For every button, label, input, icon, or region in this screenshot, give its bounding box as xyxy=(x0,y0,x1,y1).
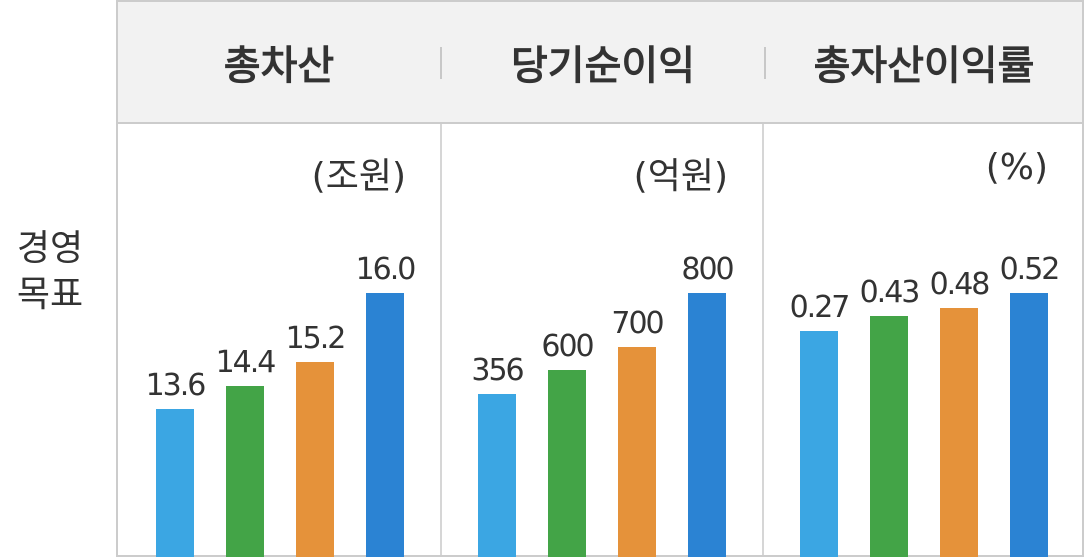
bar-total-assets-value-label: 15.2 xyxy=(286,321,345,356)
bar-total-assets-2 xyxy=(226,386,264,557)
bar-roa-1 xyxy=(800,331,838,557)
unit-label-net-income: (억원) xyxy=(633,156,728,197)
header-separator xyxy=(764,47,766,79)
bar-net-income-value-label: 800 xyxy=(681,252,733,287)
bar-roa-value-label: 0.27 xyxy=(790,290,849,325)
bar-total-assets-4 xyxy=(366,293,404,557)
bar-total-assets-value-label: 13.6 xyxy=(146,368,206,403)
bar-roa-2 xyxy=(870,316,908,557)
bar-total-assets-value-label: 14.4 xyxy=(216,345,276,380)
header-total-assets: 총차산 xyxy=(223,43,335,89)
row-label: 경영 목표 xyxy=(0,226,100,318)
bar-roa-4 xyxy=(1010,293,1048,557)
header-separator xyxy=(440,47,442,79)
bar-total-assets-value-label: 16.0 xyxy=(356,252,416,287)
bar-net-income-4 xyxy=(688,293,726,557)
bar-net-income-1 xyxy=(478,394,516,557)
bar-total-assets-3 xyxy=(296,362,334,557)
bar-roa-value-label: 0.52 xyxy=(1000,252,1059,287)
bar-net-income-2 xyxy=(548,370,586,557)
column-divider xyxy=(440,124,442,555)
bar-net-income-3 xyxy=(618,347,656,557)
unit-label-roa: (%) xyxy=(985,147,1048,188)
header-net-income: 당기순이익 xyxy=(511,43,695,89)
header-roa: 총자산이익률 xyxy=(813,43,1035,89)
bar-net-income-value-label: 600 xyxy=(541,329,593,364)
bar-total-assets-1 xyxy=(156,409,194,557)
bar-roa-value-label: 0.48 xyxy=(930,267,990,302)
unit-label-total-assets: (조원) xyxy=(311,156,406,197)
bar-net-income-value-label: 356 xyxy=(471,353,523,388)
row-label-line-1: 경영 xyxy=(16,228,84,269)
kpi-table: 총차산 당기순이익 총자산이익률 (조원) (억원) (%) 13.6 14.4 1… xyxy=(116,0,1084,557)
column-divider xyxy=(762,124,764,555)
bar-net-income-value-label: 700 xyxy=(611,306,663,341)
bar-roa-value-label: 0.43 xyxy=(860,275,919,310)
table-header: 총차산 당기순이익 총자산이익률 xyxy=(118,2,1082,124)
bar-roa-3 xyxy=(940,308,978,557)
row-label-line-2: 목표 xyxy=(16,274,84,315)
bar-charts: 13.6 14.4 15.2 16.0 356 600 700 800 0.27 0.43 0.48… xyxy=(146,252,1060,557)
